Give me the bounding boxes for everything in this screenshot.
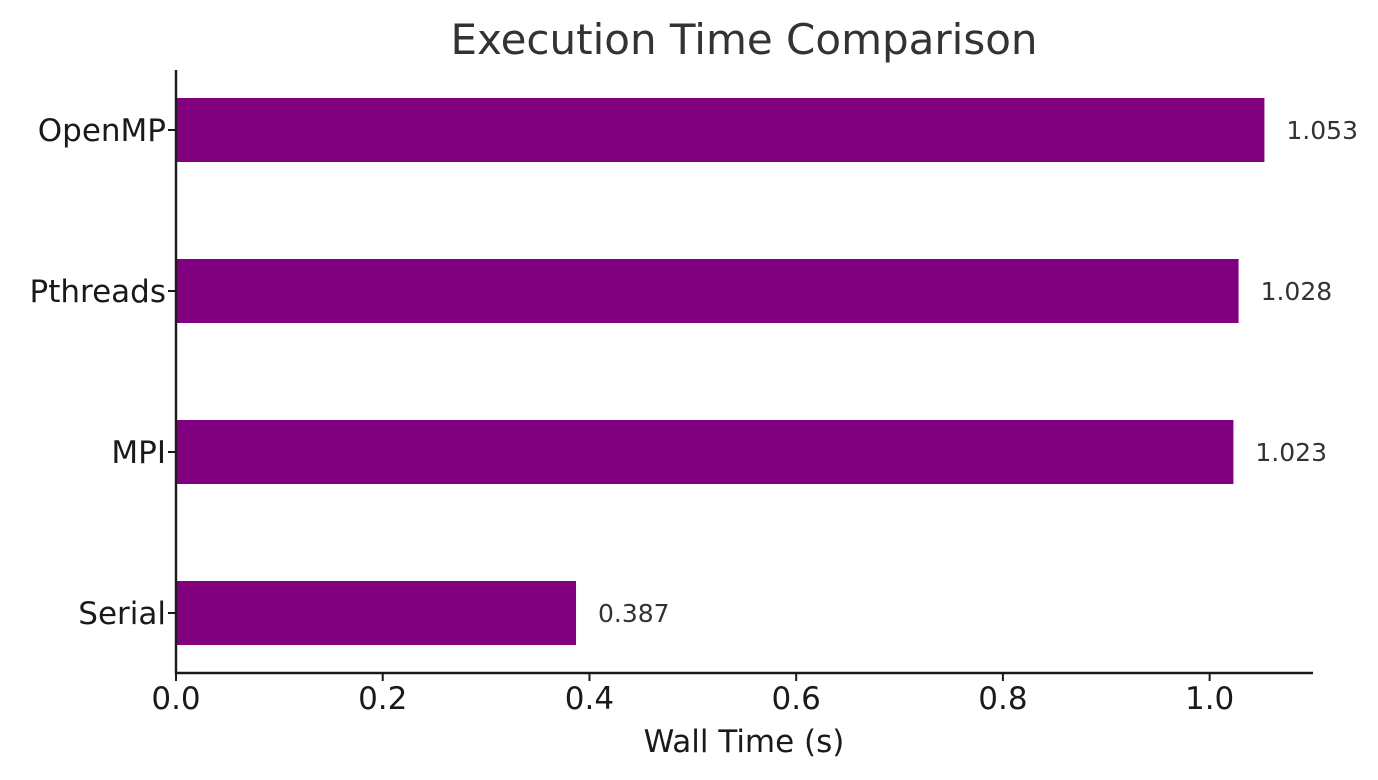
data-label-pthreads: 1.028 [1261,277,1333,306]
bars-layer: 0.387 1.023 1.028 1.053 [176,98,1358,645]
x-tick-label: 1.0 [1185,681,1234,717]
x-tick-label: 0.4 [565,681,614,717]
bar-pthreads [176,259,1239,323]
bar-openmp [176,98,1265,162]
y-tick-label-openmp: OpenMP [38,113,166,149]
x-tick-label: 0.6 [772,681,821,717]
bar-mpi [176,420,1234,484]
ticks-layer: Serial MPI Pthreads OpenMP 0.0 0.2 0.4 0.6 0.8 1.… [30,113,1235,717]
y-tick-label-serial: Serial [78,596,166,632]
data-label-mpi: 1.023 [1255,438,1327,467]
x-tick-label: 0.0 [151,681,200,717]
bar-serial [176,581,577,645]
x-axis-label: Wall Time (s) [644,724,845,760]
chart-title: Execution Time Comparison [450,15,1037,64]
data-label-openmp: 1.053 [1286,116,1358,145]
y-tick-label-pthreads: Pthreads [30,274,166,310]
y-tick-label-mpi: MPI [111,435,166,471]
x-tick-label: 0.8 [978,681,1027,717]
axes-layer [174,70,1313,675]
x-tick-label: 0.2 [358,681,407,717]
data-label-serial: 0.387 [598,599,670,628]
